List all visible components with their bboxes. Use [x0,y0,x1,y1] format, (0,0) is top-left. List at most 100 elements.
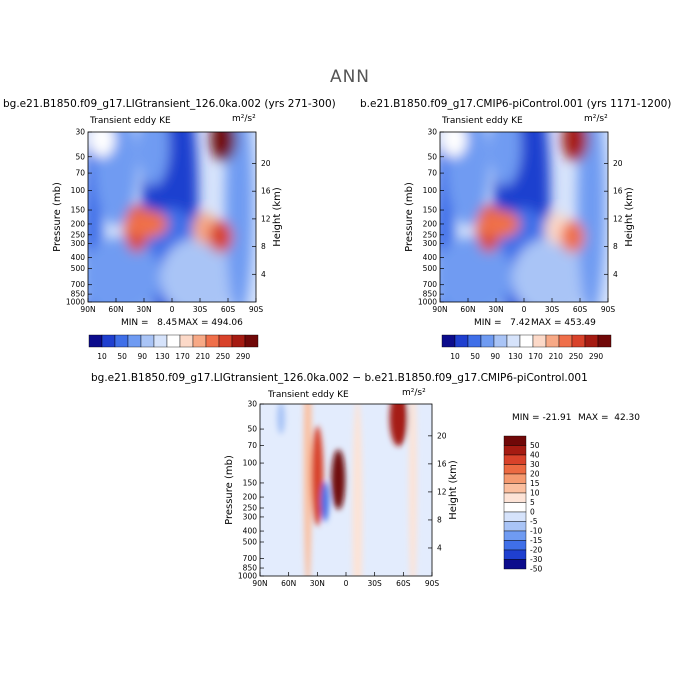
panel1-run-title: bg.e21.B1850.f09_g17.LIGtransient_126.0k… [3,98,336,110]
colorbar-swatch [503,530,527,541]
y-tick-label: 200 [71,219,86,228]
contour-feature-1 [331,449,346,510]
panel3-max-label: MAX = 42.30 [578,413,640,423]
height-tick-label: 20 [613,159,623,168]
field-band-5 [512,237,592,302]
field-band-0 [303,404,312,576]
colorbar-swatch [503,502,527,513]
colorbar-label: 210 [549,352,564,361]
y-axis-label: Pressure (mb) [224,455,235,525]
colorbar-swatch [179,334,194,348]
panel2-contour-plot: 90N 60N 30N 0 30S 60S 90S 30 50 70 100 150 200 250300… [404,128,635,314]
contour-feature-4 [210,132,237,162]
field-band-6 [225,132,254,302]
colorbar-label: -5 [530,517,538,526]
colorbar-swatch [192,334,207,348]
y-tick-label: 50 [247,425,257,434]
y-tick-label: 30 [247,400,257,409]
field-band-7 [489,132,522,186]
colorbar-swatch [153,334,168,348]
field-band-4 [88,237,161,302]
y-tick-label: 500 [423,264,438,273]
colorbar-label: -10 [530,527,542,536]
x-tick-label: 90S [601,305,616,314]
x-tick-label: 90N [252,579,267,588]
x-tick-label: 60S [396,579,411,588]
field-band-1 [352,404,363,576]
height-tick-label: 8 [261,242,266,251]
contour-feature-4 [562,132,589,162]
colorbar-label: 170 [175,352,190,361]
colorbar-label: 20 [530,470,540,479]
colorbar-label: 50 [530,441,540,450]
colorbar-swatch [597,334,612,348]
panel2-variable-label: Transient eddy KE [442,116,523,126]
y-tick-label: 50 [75,152,85,161]
y-tick-label: 30 [427,128,437,137]
y-tick-label: 200 [423,219,438,228]
panel1-max-value: 494.06 [211,318,243,328]
panel3-run-title: bg.e21.B1850.f09_g17.LIGtransient_126.0k… [91,372,588,384]
colorbar-swatch [480,334,495,348]
x-tick-label: 60S [221,305,236,314]
colorbar-swatch [166,334,181,348]
y-axis-label: Pressure (mb) [52,182,63,252]
y-tick-label: 400 [243,527,258,536]
x-tick-label: 90N [432,305,447,314]
colorbar-swatch [503,445,527,456]
x-tick-label: 90N [80,305,95,314]
x-tick-label: 30N [136,305,151,314]
x-tick-label: 0 [522,305,527,314]
y-tick-label: 70 [247,441,257,450]
y-tick-label: 150 [243,478,258,487]
height-tick-label: 4 [261,270,266,279]
height-tick-label: 20 [261,159,271,168]
y-tick-label: 1000 [66,298,85,307]
field-band-4 [440,237,513,302]
colorbar-swatch [503,435,527,446]
colorbar-swatch [503,511,527,522]
colorbar-swatch [503,540,527,551]
field-band-2 [408,404,417,576]
field-band-6 [577,132,606,302]
contour-feature-4 [277,404,286,435]
panel1-min-label: MIN = 8.45 [121,318,178,328]
colorbar-swatch [571,334,586,348]
y-tick-label: 400 [71,253,86,262]
panel1-max-label: MAX = 494.06 [178,318,243,328]
y-tick-label: 70 [427,169,437,178]
y-tick-label: 30 [75,128,85,137]
y-tick-label: 850 [423,290,438,299]
height-axis-label: Height (km) [624,187,635,247]
colorbar-label: 30 [530,460,540,469]
x-tick-label: 90S [425,579,440,588]
y-tick-label: 100 [423,186,438,195]
y-tick-label: 1000 [418,298,437,307]
colorbar-swatch [503,521,527,532]
colorbar-swatch [101,334,116,348]
panel1-units-label: m²/s² [232,114,256,124]
colorbar-label: 290 [589,352,604,361]
height-tick-label: 16 [261,187,271,196]
y-tick-label: 850 [243,564,258,573]
height-axis-label: Height (km) [448,460,459,520]
y-tick-label: 500 [243,538,258,547]
colorbar-swatch [503,549,527,560]
contour-feature-5 [441,132,467,158]
colorbar-label: 0 [530,508,535,517]
height-axis-label: Height (km) [272,187,283,247]
field-band-5 [160,237,240,302]
y-tick-label: 50 [427,152,437,161]
colorbar-swatch [88,334,103,348]
x-tick-label: 30N [310,579,325,588]
y-tick-label: 100 [243,459,258,468]
colorbar-swatch [545,334,560,348]
y-tick-label: 850 [71,290,86,299]
y-tick-label: 200 [243,493,258,502]
contour-feature-3 [560,220,585,253]
panel3-variable-label: Transient eddy KE [268,390,349,400]
height-tick-label: 8 [613,242,618,251]
x-tick-label: 60N [460,305,475,314]
panel3-units-label: m²/s² [402,388,426,398]
